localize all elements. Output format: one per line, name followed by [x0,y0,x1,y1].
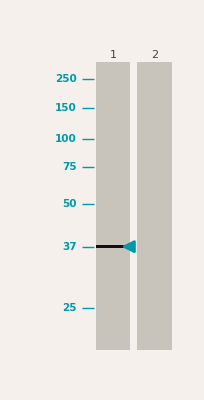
Bar [95,245,130,248]
Text: 100: 100 [54,134,76,144]
Bar [95,62,130,350]
Bar [136,62,171,350]
Text: 1: 1 [109,50,116,60]
Text: 75: 75 [62,162,76,172]
Text: 250: 250 [54,74,76,84]
Text: 2: 2 [150,50,157,60]
Text: 50: 50 [62,198,76,208]
Text: 37: 37 [62,242,76,252]
Text: 150: 150 [54,103,76,113]
Text: 25: 25 [62,303,76,313]
